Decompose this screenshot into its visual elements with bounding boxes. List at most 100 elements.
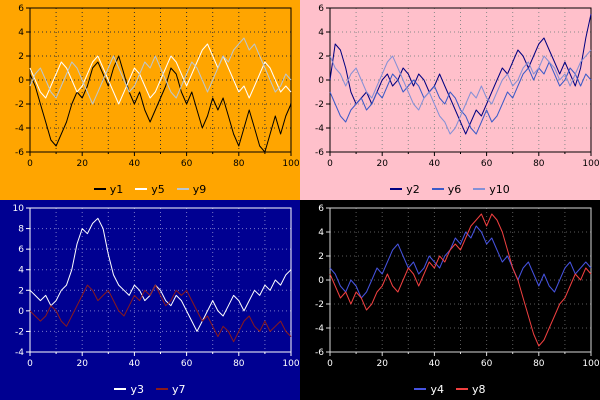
legend-line-sample-icon bbox=[456, 388, 468, 390]
x-tick-label: 0 bbox=[327, 159, 333, 169]
y-tick-label: 4 bbox=[318, 228, 324, 238]
y-tick-label: -4 bbox=[15, 124, 24, 134]
x-tick-label: 0 bbox=[327, 359, 333, 369]
legend-item-y6: y6 bbox=[431, 182, 462, 196]
series-line-y7 bbox=[29, 284, 292, 343]
legend-label: y4 bbox=[430, 382, 444, 396]
legend-item-y7: y7 bbox=[156, 384, 186, 395]
x-tick-label: 20 bbox=[76, 359, 88, 369]
legend-label: y8 bbox=[472, 382, 486, 396]
x-tick-label: 100 bbox=[282, 359, 299, 369]
y-tick-label: -6 bbox=[315, 148, 324, 158]
series-line-y3 bbox=[29, 217, 292, 332]
x-tick-label: 40 bbox=[129, 359, 141, 369]
line-chart-canvas-4: 0 20 40 60 80 100 -6 -4 -2 0 2 4 6 bbox=[315, 204, 600, 369]
legend-item-y8: y8 bbox=[456, 384, 486, 395]
legend-item-y10: y10 bbox=[473, 184, 510, 195]
y-tick-label: 6 bbox=[18, 4, 24, 14]
x-tick-label: 0 bbox=[27, 359, 33, 369]
legend-item-y2: y2 bbox=[390, 184, 420, 195]
y-tick-label: 8 bbox=[18, 225, 24, 235]
x-tick-label: 20 bbox=[76, 159, 88, 169]
y-tick-label: 4 bbox=[318, 28, 324, 38]
chart-legend-4: y4 y8 bbox=[300, 378, 600, 400]
line-chart-canvas-1: 0 20 40 60 80 100 -6 -4 -2 0 2 4 6 bbox=[15, 4, 300, 169]
x-tick-label: 60 bbox=[181, 159, 193, 169]
chart-panel-top-left: 0 20 40 60 80 100 -6 -4 -2 0 2 4 6 y1 y5 y9 bbox=[0, 0, 300, 200]
x-tick-label: 60 bbox=[481, 359, 493, 369]
legend-label: y10 bbox=[489, 182, 510, 196]
chart-panel-top-right: 0 20 40 60 80 100 -6 -4 -2 0 2 4 6 y2 y6 y10 bbox=[300, 0, 600, 200]
y-tick-label: 6 bbox=[318, 4, 324, 14]
y-tick-label: 2 bbox=[18, 52, 24, 62]
series-line-y4 bbox=[329, 225, 592, 299]
y-tick-label: 2 bbox=[318, 252, 324, 262]
legend-item-y4: y4 bbox=[414, 384, 444, 395]
legend-item-y9: y9 bbox=[176, 184, 206, 195]
legend-line-sample-icon bbox=[156, 388, 168, 390]
y-tick-label: 6 bbox=[318, 204, 324, 214]
legend-label: y3 bbox=[130, 382, 144, 396]
legend-line-sample-icon bbox=[135, 188, 148, 190]
x-tick-label: 100 bbox=[582, 159, 599, 169]
legend-line-sample-icon bbox=[114, 388, 127, 390]
x-tick-label: 80 bbox=[533, 159, 545, 169]
y-tick-label: 0 bbox=[318, 276, 324, 286]
legend-line-sample-icon bbox=[414, 388, 427, 390]
legend-item-y5: y5 bbox=[135, 184, 165, 195]
y-tick-label: 4 bbox=[18, 266, 24, 276]
series-line-y10 bbox=[329, 49, 592, 135]
x-tick-label: 100 bbox=[282, 159, 299, 169]
x-tick-label: 80 bbox=[233, 359, 245, 369]
legend-label: y1 bbox=[109, 182, 124, 196]
legend-label: y6 bbox=[447, 182, 462, 196]
y-tick-label: 0 bbox=[18, 76, 24, 86]
y-tick-label: -4 bbox=[15, 348, 24, 358]
legend-line-sample-icon bbox=[473, 188, 486, 190]
chart-legend-1: y1 y5 y9 bbox=[0, 178, 300, 200]
x-tick-label: 0 bbox=[27, 159, 33, 169]
legend-label: y2 bbox=[406, 182, 420, 196]
y-tick-label: -4 bbox=[315, 124, 324, 134]
x-tick-label: 40 bbox=[429, 359, 441, 369]
chart-legend-3: y3 y7 bbox=[0, 378, 300, 400]
y-tick-label: -2 bbox=[15, 327, 24, 337]
x-tick-label: 80 bbox=[233, 159, 245, 169]
line-chart-canvas-2: 0 20 40 60 80 100 -6 -4 -2 0 2 4 6 bbox=[315, 4, 600, 169]
x-tick-label: 20 bbox=[376, 359, 388, 369]
legend-label: y7 bbox=[172, 382, 186, 396]
legend-item-y3: y3 bbox=[114, 384, 144, 395]
y-tick-label: 2 bbox=[318, 52, 324, 62]
y-tick-label: 10 bbox=[13, 204, 25, 214]
y-tick-label: -2 bbox=[315, 300, 324, 310]
x-tick-label: 80 bbox=[533, 359, 545, 369]
legend-label: y5 bbox=[151, 182, 165, 196]
legend-line-sample-icon bbox=[431, 188, 444, 190]
chart-panel-bottom-left: 0 20 40 60 80 100 -4 -2 0 2 4 6 8 10 y3 y7 bbox=[0, 200, 300, 400]
series-line-y8 bbox=[329, 213, 592, 347]
line-chart-canvas-3: 0 20 40 60 80 100 -4 -2 0 2 4 6 8 10 bbox=[13, 204, 300, 369]
x-tick-label: 100 bbox=[582, 359, 599, 369]
legend-line-sample-icon bbox=[390, 188, 403, 190]
y-tick-label: -2 bbox=[315, 100, 324, 110]
legend-line-sample-icon bbox=[176, 188, 189, 190]
y-tick-label: -6 bbox=[15, 148, 24, 158]
series-line-y1 bbox=[29, 55, 292, 153]
y-tick-label: 2 bbox=[18, 286, 24, 296]
x-tick-label: 40 bbox=[429, 159, 441, 169]
y-tick-label: 0 bbox=[18, 307, 24, 317]
legend-item-y1: y1 bbox=[93, 182, 124, 196]
y-tick-label: 6 bbox=[18, 245, 24, 255]
series-line-y6 bbox=[329, 61, 592, 135]
chart-panel-bottom-right: 0 20 40 60 80 100 -6 -4 -2 0 2 4 6 y4 y8 bbox=[300, 200, 600, 400]
y-tick-label: -6 bbox=[315, 348, 324, 358]
x-tick-label: 40 bbox=[129, 159, 141, 169]
x-tick-label: 60 bbox=[181, 359, 193, 369]
x-tick-label: 60 bbox=[481, 159, 493, 169]
x-tick-label: 20 bbox=[376, 159, 388, 169]
y-tick-label: 4 bbox=[18, 28, 24, 38]
chart-legend-2: y2 y6 y10 bbox=[300, 178, 600, 200]
legend-line-sample-icon bbox=[93, 188, 106, 190]
y-tick-label: -2 bbox=[15, 100, 24, 110]
